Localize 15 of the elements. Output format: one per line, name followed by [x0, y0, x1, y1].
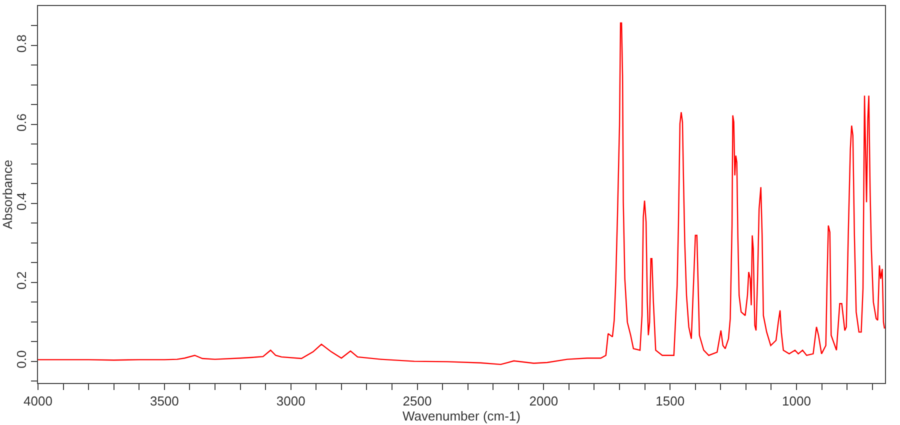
x-tick-label: 1000 — [782, 394, 811, 409]
y-tick-label: 0.2 — [14, 271, 29, 290]
y-tick-label: 0.0 — [14, 350, 29, 368]
x-tick-label: 1500 — [656, 394, 685, 409]
x-axis-title: Wavenumber (cm-1) — [402, 408, 520, 424]
x-tick-label: 2500 — [402, 394, 432, 409]
x-tick-label: 3000 — [276, 394, 306, 409]
x-tick-label: 3500 — [150, 394, 179, 409]
y-axis-title: Absorbance — [0, 160, 15, 230]
y-tick-label: 0.8 — [14, 34, 29, 53]
y-tick-label: 0.4 — [14, 192, 29, 210]
line-series — [38, 22, 885, 366]
x-tick-label: 4000 — [24, 394, 52, 409]
x-tick-label: 2000 — [529, 394, 558, 409]
y-tick-label: 0.6 — [14, 113, 29, 132]
